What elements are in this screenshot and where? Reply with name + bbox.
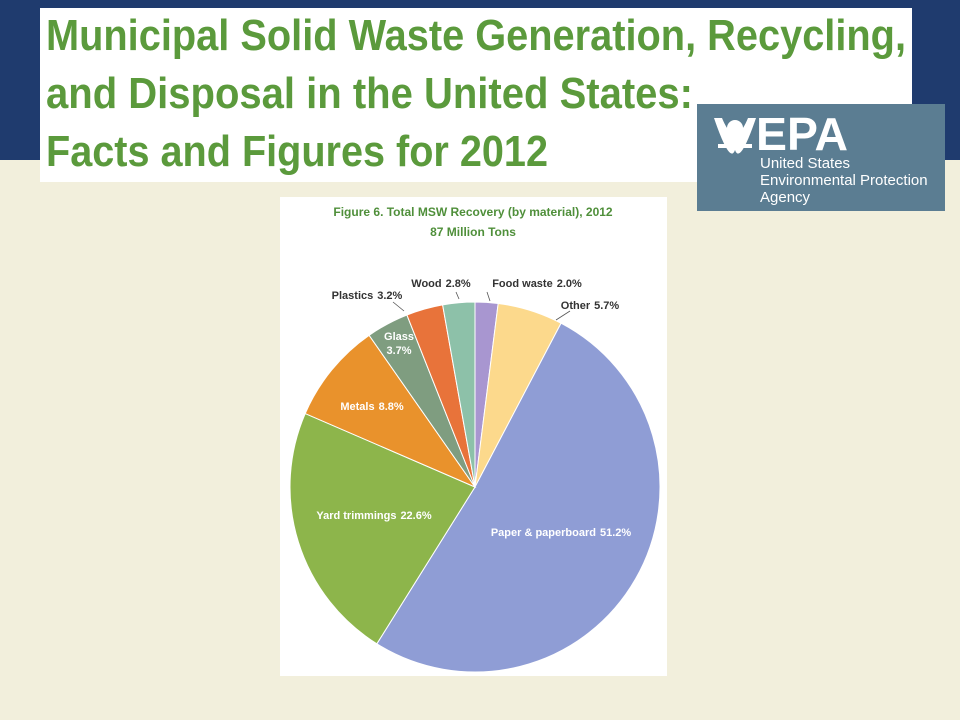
slice-label: Paper & paperboard 51.2% xyxy=(491,527,632,539)
pie-slice xyxy=(376,322,661,673)
category-label: Wood xyxy=(411,278,441,290)
slide-title: Municipal Solid Waste Generation, Recycl… xyxy=(46,11,906,60)
slice-label: Yard trimmings 22.6% xyxy=(316,510,431,522)
chart-title: Figure 6. Total MSW Recovery (by materia… xyxy=(333,205,613,219)
slide-title: and Disposal in the United States: xyxy=(46,69,693,118)
slice-label: Metals 8.8% xyxy=(340,401,404,413)
value-label: 3.2% xyxy=(377,290,402,302)
value-label: 8.8% xyxy=(379,401,404,413)
logo-agency: Environmental Protection xyxy=(760,172,928,189)
slice-label: Food waste 2.0% xyxy=(492,278,582,290)
logo-name: EPA xyxy=(756,108,848,160)
value-label: 5.7% xyxy=(594,300,619,312)
leader-line xyxy=(555,310,571,321)
value-label: 51.2% xyxy=(600,527,631,539)
chart-subtitle: 87 Million Tons xyxy=(430,225,516,239)
category-label: Paper & paperboard xyxy=(491,527,596,539)
leader-line xyxy=(486,291,491,302)
logo-emblem xyxy=(714,118,756,154)
logo-agency: United States xyxy=(760,155,850,172)
leader-line xyxy=(392,301,405,312)
slice-label: Plastics 3.2% xyxy=(332,290,403,302)
pie-slice xyxy=(289,412,476,645)
value-label: 22.6% xyxy=(400,510,431,522)
slice-label: Wood 2.8% xyxy=(411,278,471,290)
category-label: Plastics xyxy=(332,290,374,302)
pie-slice xyxy=(304,334,477,489)
pie: Food waste 2.0% Other 5.7% Paper & paperboar… xyxy=(289,278,661,673)
slice-label: Other 5.7% xyxy=(561,300,620,312)
slide-title: Facts and Figures for 2012 xyxy=(46,127,548,176)
slice-label: Glass 3.7% xyxy=(384,331,414,357)
leader-line xyxy=(455,291,460,300)
value-label: 3.7% xyxy=(386,345,411,357)
category-label: Other xyxy=(561,300,591,312)
pie-slice xyxy=(442,301,476,488)
logo-agency: Agency xyxy=(760,189,811,206)
category-label: Glass xyxy=(384,331,414,343)
category-label: Food waste xyxy=(492,278,553,290)
value-label: 2.0% xyxy=(557,278,582,290)
epa-logo: EPA United States Environmental Protecti… xyxy=(697,104,945,211)
category-label: Yard trimmings xyxy=(316,510,396,522)
category-label: Metals xyxy=(340,401,374,413)
value-label: 2.8% xyxy=(446,278,471,290)
